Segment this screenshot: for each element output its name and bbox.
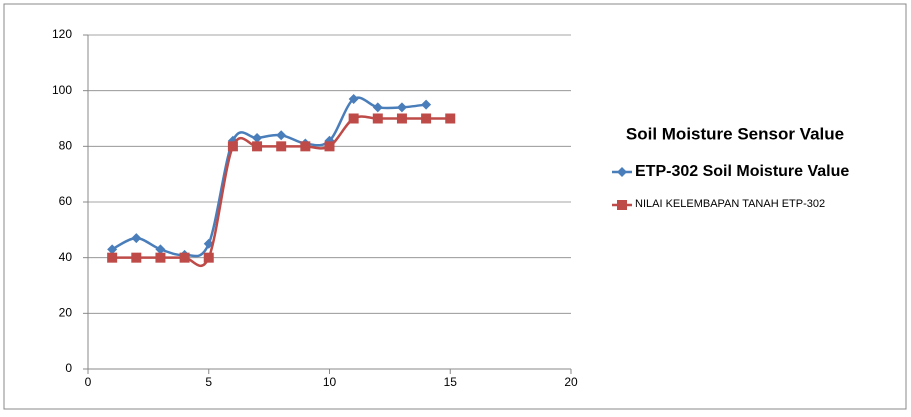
marker [348,94,359,105]
marker [203,252,214,263]
legend-label: ETP-302 Soil Moisture Value [635,163,849,180]
marker [445,113,456,124]
x-tick-label: 20 [564,375,578,389]
legend-label: NILAI KELEMBAPAN TANAH ETP-302 [635,198,826,210]
y-tick-label: 80 [59,139,73,153]
y-tick-label: 20 [59,306,73,320]
marker [227,141,238,152]
marker [131,233,142,244]
marker [396,102,407,113]
marker [107,252,118,263]
marker [617,167,627,177]
chart-title: Soil Moisture Sensor Value [626,124,844,143]
marker [155,252,166,263]
marker [421,99,432,110]
marker [372,113,383,124]
y-tick-label: 100 [52,83,72,97]
x-tick-label: 10 [323,375,337,389]
marker [396,113,407,124]
x-tick-label: 0 [85,375,92,389]
marker [252,141,263,152]
marker [179,252,190,263]
x-tick-label: 15 [444,375,458,389]
marker [348,113,359,124]
y-tick-label: 0 [65,361,72,375]
y-tick-label: 60 [59,194,73,208]
marker [372,102,383,113]
marker [276,130,287,141]
marker [421,113,432,124]
marker [617,200,627,210]
marker [324,141,335,152]
marker [155,244,166,255]
chart-border [3,3,907,410]
y-tick-label: 120 [52,27,72,41]
marker [300,141,311,152]
marker [131,252,142,263]
marker [107,244,118,255]
y-tick-label: 40 [59,250,73,264]
marker [276,141,287,152]
x-tick-label: 5 [205,375,212,389]
marker [252,132,263,143]
